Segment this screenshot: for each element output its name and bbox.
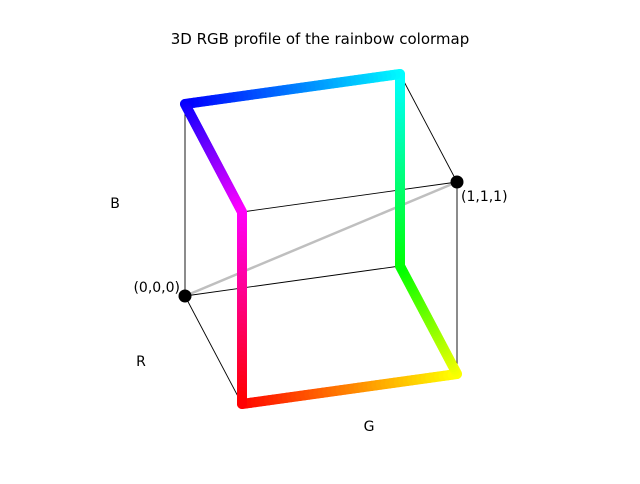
colormap-path [180,69,462,409]
diagonal-layer [184,180,458,298]
axis-label-r: R [136,354,146,370]
white-corner-label: (1,1,1) [461,189,508,205]
axis-label-b: B [110,196,120,212]
diagonal-line [184,180,458,298]
chart-title: 3D RGB profile of the rainbow colormap [171,30,470,48]
cube-edge-2 [184,295,243,405]
label-layer: 3D RGB profile of the rainbow colormap B… [110,30,507,435]
cube-edge-7 [399,73,458,183]
axis-label-g: G [364,419,375,435]
cube-edge-10 [241,181,458,213]
white-corner-marker [450,175,464,189]
origin-marker [178,289,192,303]
cube-edge-1 [184,265,401,297]
origin-label: (0,0,0) [133,280,180,296]
corner-markers [178,175,464,303]
